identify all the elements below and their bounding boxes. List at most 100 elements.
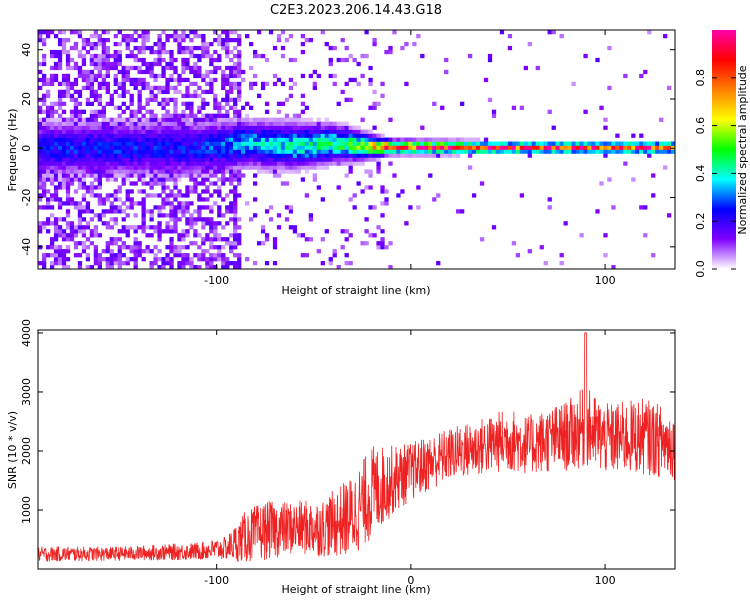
- heatmap-cell: [221, 81, 226, 87]
- heatmap-cell: [137, 57, 142, 63]
- heatmap-cell: [101, 161, 106, 166]
- heatmap-cell: [81, 121, 87, 126]
- heatmap-cell: [157, 157, 162, 162]
- heatmap-cell: [93, 89, 99, 95]
- heatmap-cell: [587, 145, 592, 150]
- heatmap-cell: [97, 41, 102, 47]
- heatmap-cell: [145, 153, 150, 158]
- heatmap-cell: [320, 145, 325, 150]
- heatmap-cell: [213, 101, 218, 106]
- heatmap-cell: [296, 165, 302, 170]
- heatmap-cell: [296, 133, 302, 138]
- heatmap-cell: [193, 173, 198, 178]
- heatmap-cell: [129, 201, 134, 206]
- heatmap-cell: [229, 177, 234, 182]
- heatmap-cell: [105, 65, 110, 71]
- heatmap-cell: [141, 249, 146, 254]
- heatmap-cell: [245, 257, 250, 262]
- heatmap-cell: [53, 49, 59, 55]
- heatmap-cell: [153, 129, 158, 134]
- heatmap-cell: [73, 169, 79, 174]
- heatmap-cell: [559, 261, 564, 266]
- heatmap-cell: [165, 141, 170, 146]
- heatmap-cell: [376, 245, 381, 250]
- heatmap-cell: [659, 145, 664, 150]
- heatmap-cell: [332, 253, 337, 258]
- heatmap-cell: [73, 81, 79, 87]
- heatmap-cell: [153, 121, 158, 126]
- heatmap-cell: [559, 253, 564, 258]
- heatmap-cell: [237, 177, 242, 182]
- heatmap-cell: [543, 149, 548, 154]
- heatmap-cell: [304, 253, 310, 258]
- heatmap-cell: [121, 261, 126, 266]
- heatmap-cell: [113, 253, 118, 258]
- heatmap-cell: [53, 73, 59, 79]
- heatmap-cell: [384, 153, 389, 158]
- heatmap-cell: [205, 205, 210, 210]
- heatmap-cell: [264, 109, 270, 114]
- heatmap-cell: [308, 153, 314, 158]
- heatmap-cell: [181, 229, 186, 234]
- heatmap-cell: [45, 105, 51, 110]
- heatmap-cell: [85, 125, 91, 130]
- heatmap-cell: [81, 205, 87, 210]
- heatmap-cell: [312, 165, 317, 170]
- heatmap-cell: [229, 217, 234, 222]
- snr-x-tick-label: 100: [595, 574, 616, 587]
- heatmap-cell: [404, 145, 409, 150]
- heatmap-cell: [189, 189, 194, 194]
- heatmap-cell: [623, 161, 628, 166]
- heatmap-cell: [631, 141, 636, 146]
- heatmap-cell: [149, 113, 154, 118]
- heatmap-cell: [41, 101, 47, 106]
- heatmap-cell: [209, 265, 214, 270]
- heatmap-cell: [77, 101, 83, 106]
- heatmap-cell: [185, 89, 190, 95]
- heatmap-cell: [233, 30, 238, 35]
- heatmap-cell: [41, 121, 47, 126]
- heatmap-cell: [105, 165, 110, 170]
- heatmap-cell: [388, 149, 393, 154]
- heatmap-cell: [272, 133, 278, 138]
- heatmap-cell: [463, 145, 469, 150]
- heatmap-cell: [671, 141, 676, 146]
- heatmap-cell: [205, 113, 210, 118]
- heatmap-cell: [141, 149, 146, 154]
- heatmap-cell: [53, 177, 59, 182]
- heatmap-cell: [360, 117, 365, 122]
- heatmap-cell: [45, 89, 51, 95]
- heatmap-cell: [368, 153, 373, 158]
- heatmap-cell: [300, 41, 306, 47]
- spectrogram-y-tick-label: 0: [20, 145, 33, 152]
- heatmap-cell: [515, 253, 521, 258]
- heatmap-cell: [145, 225, 150, 230]
- heatmap-cell: [137, 253, 142, 258]
- heatmap-cell: [149, 117, 154, 122]
- heatmap-cell: [344, 261, 349, 266]
- heatmap-cell: [655, 145, 660, 150]
- heatmap-cell: [69, 93, 75, 99]
- heatmap-cell: [77, 89, 83, 95]
- heatmap-cell: [61, 261, 67, 266]
- heatmap-cell: [268, 137, 274, 142]
- heatmap-cell: [69, 113, 75, 118]
- heatmap-cell: [181, 173, 186, 178]
- heatmap-cell: [205, 249, 210, 254]
- heatmap-cell: [169, 265, 174, 270]
- heatmap-cell: [53, 225, 59, 230]
- heatmap-cell: [217, 185, 222, 190]
- heatmap-cell: [332, 45, 337, 51]
- heatmap-cell: [49, 109, 55, 114]
- heatmap-cell: [149, 137, 154, 142]
- heatmap-cell: [117, 245, 122, 250]
- heatmap-cell: [61, 233, 67, 238]
- heatmap-cell: [93, 177, 99, 182]
- heatmap-cell: [81, 149, 87, 154]
- heatmap-cell: [392, 173, 397, 178]
- heatmap-cell: [65, 177, 71, 182]
- heatmap-cell: [284, 129, 290, 134]
- heatmap-cell: [225, 237, 230, 242]
- heatmap-cell: [233, 209, 238, 214]
- heatmap-cell: [141, 49, 146, 55]
